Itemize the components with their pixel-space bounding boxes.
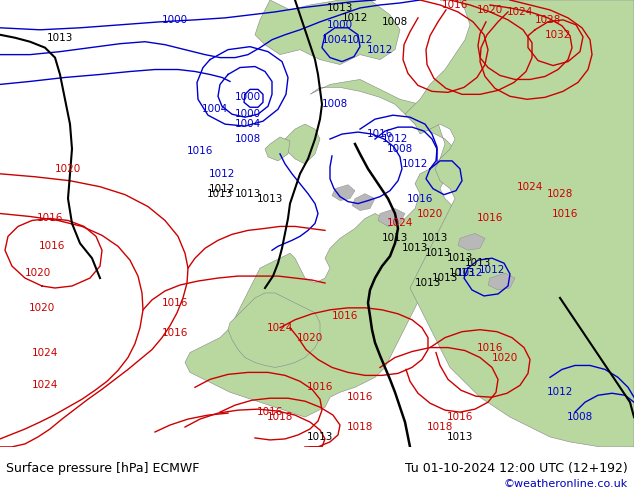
Text: 1013: 1013 (307, 432, 333, 442)
Text: 1016: 1016 (477, 214, 503, 223)
Polygon shape (332, 185, 355, 200)
Text: 1016: 1016 (257, 407, 283, 417)
Text: 1012: 1012 (479, 265, 505, 275)
Text: 1013: 1013 (327, 3, 353, 13)
Text: 1013: 1013 (382, 233, 408, 244)
Text: 1016: 1016 (447, 412, 473, 422)
Text: 1004: 1004 (235, 119, 261, 129)
Text: 1004: 1004 (322, 35, 348, 45)
Text: 1013: 1013 (47, 33, 73, 43)
Text: 1008: 1008 (382, 17, 408, 27)
Text: 1028: 1028 (547, 189, 573, 198)
Text: 1024: 1024 (267, 323, 293, 333)
Text: 1016: 1016 (442, 0, 468, 10)
Text: 1016: 1016 (347, 392, 373, 402)
Text: 1004: 1004 (202, 104, 228, 114)
Text: 1012: 1012 (547, 387, 573, 397)
Text: 1013: 1013 (432, 273, 458, 283)
Text: 1016: 1016 (407, 194, 433, 204)
Text: 1024: 1024 (507, 7, 533, 17)
Text: 1020: 1020 (417, 209, 443, 219)
Text: 1016: 1016 (39, 241, 65, 251)
Polygon shape (488, 273, 515, 290)
Text: 1020: 1020 (55, 164, 81, 174)
Text: 1013: 1013 (402, 243, 428, 253)
Polygon shape (458, 233, 485, 250)
Text: 1000: 1000 (162, 15, 188, 25)
Polygon shape (265, 137, 290, 161)
Text: 1013: 1013 (465, 258, 491, 268)
Text: 1024: 1024 (32, 347, 58, 358)
Text: 1024: 1024 (517, 182, 543, 192)
Text: 1018: 1018 (427, 422, 453, 432)
Polygon shape (285, 124, 320, 164)
Text: 1016: 1016 (367, 129, 393, 139)
Text: 1016: 1016 (187, 146, 213, 156)
Polygon shape (352, 194, 375, 211)
Text: 1013: 1013 (425, 248, 451, 258)
Polygon shape (228, 293, 320, 368)
Text: 1020: 1020 (492, 352, 518, 363)
Text: 1012: 1012 (209, 169, 235, 179)
Text: 1028: 1028 (535, 15, 561, 25)
Text: 1020: 1020 (477, 5, 503, 15)
Text: 1008: 1008 (322, 99, 348, 109)
Text: 1012: 1012 (402, 159, 428, 169)
Text: ©weatheronline.co.uk: ©weatheronline.co.uk (503, 479, 628, 489)
Text: 1016: 1016 (307, 382, 333, 392)
Text: 1016: 1016 (162, 298, 188, 308)
Text: 1024: 1024 (387, 219, 413, 228)
Text: 1000: 1000 (235, 92, 261, 102)
Text: 1016: 1016 (37, 214, 63, 223)
Text: 1000: 1000 (327, 20, 353, 30)
Text: 1000: 1000 (235, 109, 261, 119)
Text: 1024: 1024 (32, 380, 58, 391)
Text: 1020: 1020 (25, 268, 51, 278)
Text: 1013: 1013 (207, 189, 233, 198)
Text: 1016: 1016 (477, 343, 503, 353)
Polygon shape (405, 0, 634, 447)
Text: 1020: 1020 (297, 333, 323, 343)
Text: Surface pressure [hPa] ECMWF: Surface pressure [hPa] ECMWF (6, 462, 200, 475)
Text: 1013: 1013 (447, 253, 473, 263)
Text: 1032: 1032 (545, 30, 571, 40)
Text: 1008: 1008 (567, 412, 593, 422)
Text: 1013: 1013 (422, 233, 448, 244)
Text: 1008: 1008 (235, 134, 261, 144)
Polygon shape (185, 79, 470, 417)
Text: 1020: 1020 (29, 303, 55, 313)
Text: 1013: 1013 (447, 432, 473, 442)
Text: 1016: 1016 (332, 311, 358, 321)
Text: Tu 01-10-2024 12:00 UTC (12+192): Tu 01-10-2024 12:00 UTC (12+192) (405, 462, 628, 475)
Text: 1018: 1018 (267, 412, 293, 422)
Text: 1012: 1012 (382, 134, 408, 144)
Text: 1013: 1013 (257, 194, 283, 204)
Polygon shape (378, 209, 405, 226)
Text: 1012: 1012 (457, 268, 483, 278)
Text: 1012: 1012 (209, 184, 235, 194)
Polygon shape (255, 0, 400, 65)
Text: 1016: 1016 (162, 328, 188, 338)
Text: 1008: 1008 (387, 144, 413, 154)
Text: 1012: 1012 (367, 45, 393, 55)
Text: 1013: 1013 (449, 268, 476, 278)
Text: 1012: 1012 (342, 13, 368, 23)
Text: 1013: 1013 (235, 189, 261, 198)
Text: 1012: 1012 (347, 35, 373, 45)
Text: 1018: 1018 (347, 422, 373, 432)
Text: 1016: 1016 (552, 209, 578, 219)
Text: 1013: 1013 (415, 278, 441, 288)
